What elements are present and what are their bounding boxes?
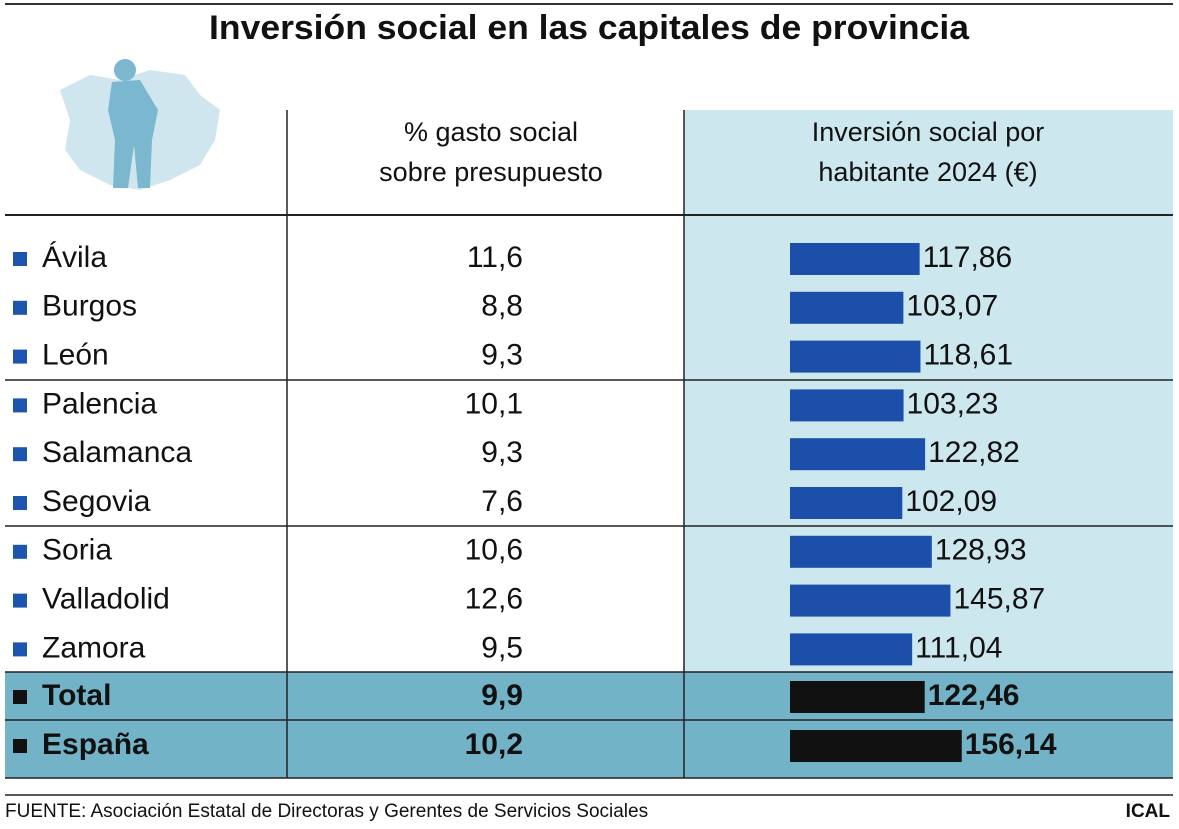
bar-label: 118,61 [923,339,1013,372]
bar [790,730,962,762]
bar-label: 103,07 [906,290,998,323]
row-marker [13,300,27,315]
row-name: Total [42,679,111,712]
row-marker [13,544,27,559]
bar-label: 117,86 [923,241,1013,274]
pct-value: 10,1 [465,387,523,420]
pct-value: 10,2 [465,728,523,761]
bar-label: 122,82 [928,436,1020,469]
pct-value: 9,5 [481,631,523,664]
column-header: sobre presupuesto [379,157,603,187]
bar-label: 122,46 [928,679,1020,712]
row-name: Palencia [42,387,157,420]
column-bg [684,110,1173,672]
row-name: Valladolid [42,583,170,616]
bar [790,340,921,373]
bar [790,535,932,568]
bar-label: 111,04 [915,631,1002,664]
row-name: España [42,728,149,761]
row-marker [13,642,27,657]
column-header: habitante 2024 (€) [818,157,1037,187]
row-name: Soria [42,534,112,567]
bar [790,584,951,617]
rules [5,110,1173,796]
row-marker [13,349,27,364]
row-marker [13,593,27,608]
source: FUENTE: Asociación Estatal de Directoras… [5,801,648,822]
pct-value: 9,3 [481,436,523,469]
bar-label: 156,14 [965,728,1057,761]
bar [790,681,925,713]
row-name: León [42,339,109,372]
row-marker [13,398,27,413]
title: Inversión social en las capitales de pro… [209,9,970,47]
pct-value: 7,6 [481,485,523,518]
pct-value: 9,3 [481,339,523,372]
column-header: % gasto social [404,117,578,147]
column-header: Inversión social por [812,117,1045,147]
bar [790,389,904,422]
pct-value: 10,6 [465,534,523,567]
bar-label: 103,23 [907,387,999,420]
row-name: Segovia [42,485,151,518]
person-icon [108,59,158,188]
row-name: Zamora [42,631,146,664]
totals-bg [5,672,1173,778]
row-marker [13,447,27,462]
bar-label: 145,87 [953,583,1045,616]
row-name: Ávila [42,241,107,274]
row-marker [13,496,27,510]
bar [790,633,913,666]
row-name: Burgos [42,290,137,323]
pct-value: 8,8 [481,290,523,323]
row-marker [13,690,27,704]
pct-value: 9,9 [481,679,523,712]
bar-label: 128,93 [935,534,1027,567]
bar [790,487,903,519]
row-name: Salamanca [42,436,192,469]
pct-value: 12,6 [465,583,523,616]
row-marker [13,739,27,753]
bar [790,438,926,471]
pct-value: 11,6 [467,241,523,274]
row-marker [13,252,27,266]
bar [790,243,920,275]
bar [790,291,904,324]
brand: ICAL [1126,801,1171,822]
bar-label: 102,09 [905,485,997,518]
